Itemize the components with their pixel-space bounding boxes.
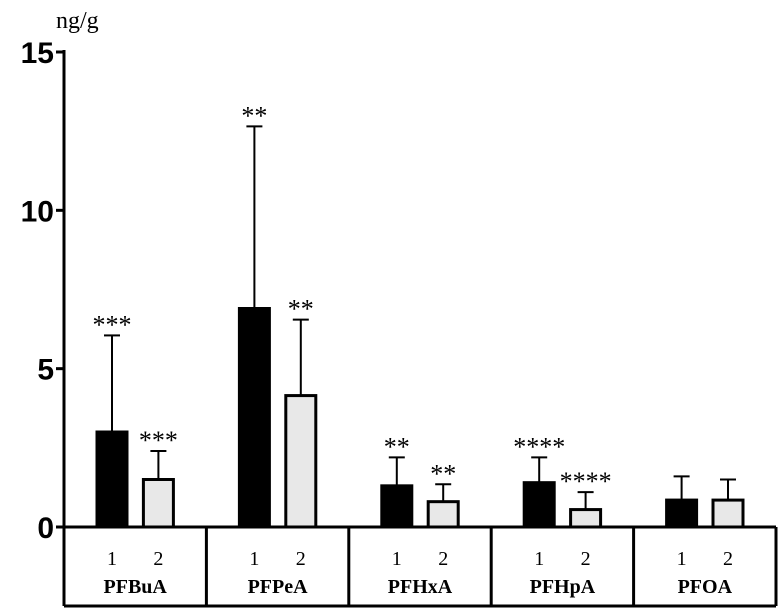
y-tick-label: 10 <box>21 195 54 228</box>
bar <box>141 478 175 529</box>
bar <box>426 500 460 529</box>
y-tick-label: 15 <box>21 37 54 70</box>
group-sublabel: 1 <box>249 548 259 570</box>
significance-label: **** <box>513 432 565 461</box>
significance-label: *** <box>93 310 132 339</box>
significance-label: **** <box>560 467 612 496</box>
bar <box>569 508 603 529</box>
significance-label: ** <box>384 432 410 461</box>
category-label: PFBuA <box>104 576 168 598</box>
group-sublabel: 1 <box>534 548 544 570</box>
significance-label: ** <box>241 101 267 130</box>
significance-label: ** <box>430 459 456 488</box>
bar <box>95 430 129 529</box>
y-axis-unit-label: ng/g <box>56 8 99 34</box>
significance-label: ** <box>288 295 314 324</box>
bar <box>665 498 699 529</box>
bars: ********************** <box>93 101 745 529</box>
bar <box>237 307 271 529</box>
bar <box>380 484 414 529</box>
group-sublabel: 1 <box>107 548 117 570</box>
group-sublabel: 2 <box>723 548 733 570</box>
group-sublabel: 2 <box>296 548 306 570</box>
group-sublabel: 1 <box>677 548 687 570</box>
group-sublabel: 2 <box>581 548 591 570</box>
group-sublabel: 2 <box>438 548 448 570</box>
category-label: PFPeA <box>248 576 309 598</box>
category-label: PFOA <box>678 576 733 598</box>
bar <box>284 394 318 529</box>
group-sublabel: 1 <box>392 548 402 570</box>
group-sublabel: 2 <box>153 548 163 570</box>
y-tick-label: 0 <box>37 512 54 545</box>
y-axis: 0 5 10 15 <box>21 37 66 545</box>
category-label: PFHpA <box>530 576 596 598</box>
y-tick-label: 5 <box>37 354 54 387</box>
category-label: PFHxA <box>388 576 453 598</box>
significance-label: *** <box>139 426 178 455</box>
x-axis-category-table: 1 2 PFBuA 1 2 PFPeA 1 2 PFHxA 1 2 PFHpA 1 2 PFOA <box>62 525 778 608</box>
bar <box>522 481 556 529</box>
bar <box>711 498 745 529</box>
